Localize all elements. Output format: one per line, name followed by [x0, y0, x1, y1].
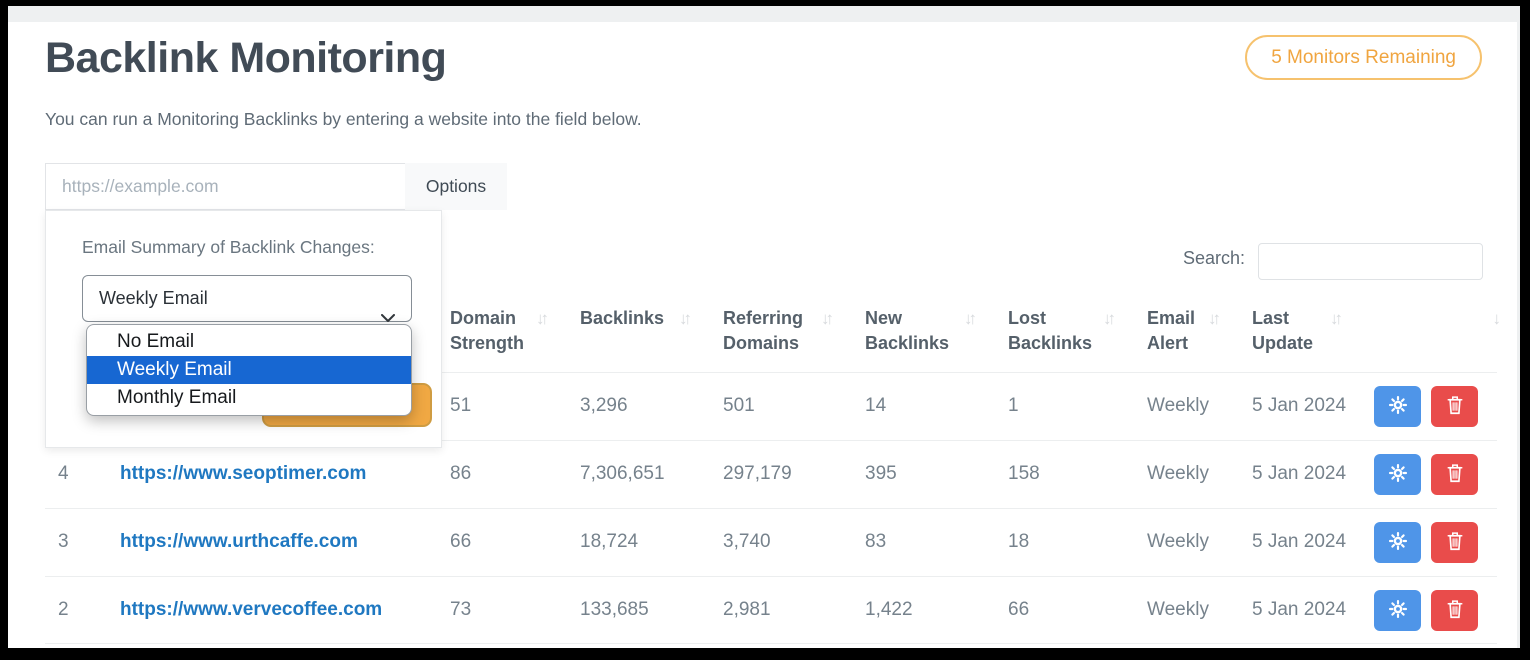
search-label: Search: [1183, 248, 1246, 268]
email-summary-dropdown-list: No Email Weekly Email Monthly Email [86, 324, 412, 416]
options-button[interactable]: Options [405, 163, 507, 210]
header-referring-domains: Referring Domains ↓↑ [723, 308, 834, 353]
table-row: 4 https://www.seoptimer.com 86 7,306,651… [45, 440, 1497, 508]
trash-icon [1446, 395, 1464, 418]
referring-domains-value: 501 [723, 395, 755, 416]
website-url-input[interactable] [45, 163, 405, 210]
settings-button[interactable] [1374, 522, 1421, 563]
delete-button[interactable] [1431, 522, 1478, 563]
header-new-backlinks: New Backlinks ↓↑ [865, 308, 977, 353]
domain-strength-value: 66 [450, 531, 472, 552]
row-number: 3 [58, 531, 69, 552]
email-alert-value: Weekly [1147, 531, 1209, 552]
last-update-value: 5 Jan 2024 [1252, 395, 1347, 416]
referring-domains-value: 297,179 [723, 463, 792, 484]
gear-icon [1388, 395, 1408, 418]
sort-icon[interactable]: ↓↑ [1330, 309, 1343, 328]
backlinks-value: 3,296 [580, 395, 628, 416]
new-backlinks-value: 395 [865, 463, 897, 484]
sort-icon[interactable]: ↓↑ [821, 309, 834, 328]
gear-icon [1388, 599, 1408, 622]
delete-button[interactable] [1431, 386, 1478, 427]
header-email-alert: Email Alert ↓↑ [1147, 308, 1221, 353]
monitor-url-link[interactable]: https://www.vervecoffee.com [120, 599, 383, 620]
page-card: Backlink Monitoring 5 Monitors Remaining… [8, 6, 1520, 648]
domain-strength-value: 73 [450, 599, 472, 620]
table-row: 3 https://www.urthcaffe.com 66 18,724 3,… [45, 508, 1497, 576]
header-lost-backlinks: Lost Backlinks ↓↑ [1008, 308, 1116, 353]
domain-strength-value: 86 [450, 463, 472, 484]
email-alert-value: Weekly [1147, 599, 1209, 620]
lost-backlinks-value: 66 [1008, 599, 1030, 620]
page-subtitle: You can run a Monitoring Backlinks by en… [45, 109, 642, 129]
monitor-url-link[interactable]: https://www.seoptimer.com [120, 463, 367, 484]
last-update-value: 5 Jan 2024 [1252, 531, 1347, 552]
new-backlinks-value: 83 [865, 531, 887, 552]
options-panel: Email Summary of Backlink Changes: Weekl… [45, 210, 442, 448]
chevron-down-icon [381, 295, 395, 340]
header-actions: ↓ [1361, 300, 1502, 372]
trash-icon [1446, 463, 1464, 486]
row-number: 4 [58, 463, 69, 484]
monitors-table: Domain Strength ↓↑ Backlinks ↓↑ Referring … [45, 300, 1502, 644]
trash-icon [1446, 599, 1464, 622]
monitors-remaining-badge: 5 Monitors Remaining [1245, 35, 1482, 80]
email-summary-select[interactable]: Weekly Email [82, 275, 412, 322]
referring-domains-value: 3,740 [723, 531, 771, 552]
sort-icon[interactable]: ↓↑ [1208, 309, 1221, 328]
new-backlinks-value: 1,422 [865, 599, 913, 620]
email-summary-label: Email Summary of Backlink Changes: [82, 237, 375, 257]
dropdown-option-no-email[interactable]: No Email [117, 331, 195, 352]
backlinks-value: 7,306,651 [580, 463, 665, 484]
last-update-value: 5 Jan 2024 [1252, 599, 1347, 620]
new-backlinks-value: 14 [865, 395, 887, 416]
delete-button[interactable] [1431, 454, 1478, 495]
sort-icon[interactable]: ↓↑ [679, 309, 692, 328]
gear-icon [1388, 531, 1408, 554]
email-alert-value: Weekly [1147, 463, 1209, 484]
lost-backlinks-value: 158 [1008, 463, 1040, 484]
email-alert-value: Weekly [1147, 395, 1209, 416]
header-last-update: Last Update ↓↑ [1252, 308, 1343, 353]
delete-button[interactable] [1431, 589, 1478, 631]
search-input[interactable] [1258, 243, 1483, 280]
lost-backlinks-value: 18 [1008, 531, 1030, 552]
page-title: Backlink Monitoring [45, 34, 447, 82]
settings-button[interactable] [1374, 589, 1421, 631]
table-row: 2 https://www.vervecoffee.com 73 133,685… [45, 576, 1497, 644]
referring-domains-value: 2,981 [723, 599, 771, 620]
monitor-url-link[interactable]: https://www.urthcaffe.com [120, 531, 358, 552]
email-summary-select-value: Weekly Email [99, 288, 208, 308]
sort-icon[interactable]: ↓↑ [1103, 309, 1116, 328]
table-header-row: Domain Strength ↓↑ Backlinks ↓↑ Referring … [45, 300, 1502, 372]
last-update-value: 5 Jan 2024 [1252, 463, 1347, 484]
sort-icon[interactable]: ↓↑ [964, 309, 977, 328]
backlinks-value: 18,724 [580, 531, 639, 552]
sort-icon[interactable]: ↓ [1492, 309, 1502, 328]
gear-icon [1388, 463, 1408, 486]
dropdown-option-weekly-email[interactable]: Weekly Email [87, 356, 411, 384]
backlinks-value: 133,685 [580, 599, 649, 620]
table-row: 51 3,296 501 14 1 Weekly 5 Jan 2024 [45, 372, 1497, 440]
header-domain-strength: Domain Strength ↓↑ [450, 308, 549, 353]
header-backlinks: Backlinks ↓↑ [567, 300, 710, 372]
settings-button[interactable] [1374, 386, 1421, 427]
settings-button[interactable] [1374, 454, 1421, 495]
domain-strength-value: 51 [450, 395, 472, 416]
row-number: 2 [58, 599, 69, 620]
sort-icon[interactable]: ↓↑ [536, 309, 549, 328]
lost-backlinks-value: 1 [1008, 395, 1019, 416]
trash-icon [1446, 531, 1464, 554]
dropdown-option-monthly-email[interactable]: Monthly Email [117, 387, 237, 408]
